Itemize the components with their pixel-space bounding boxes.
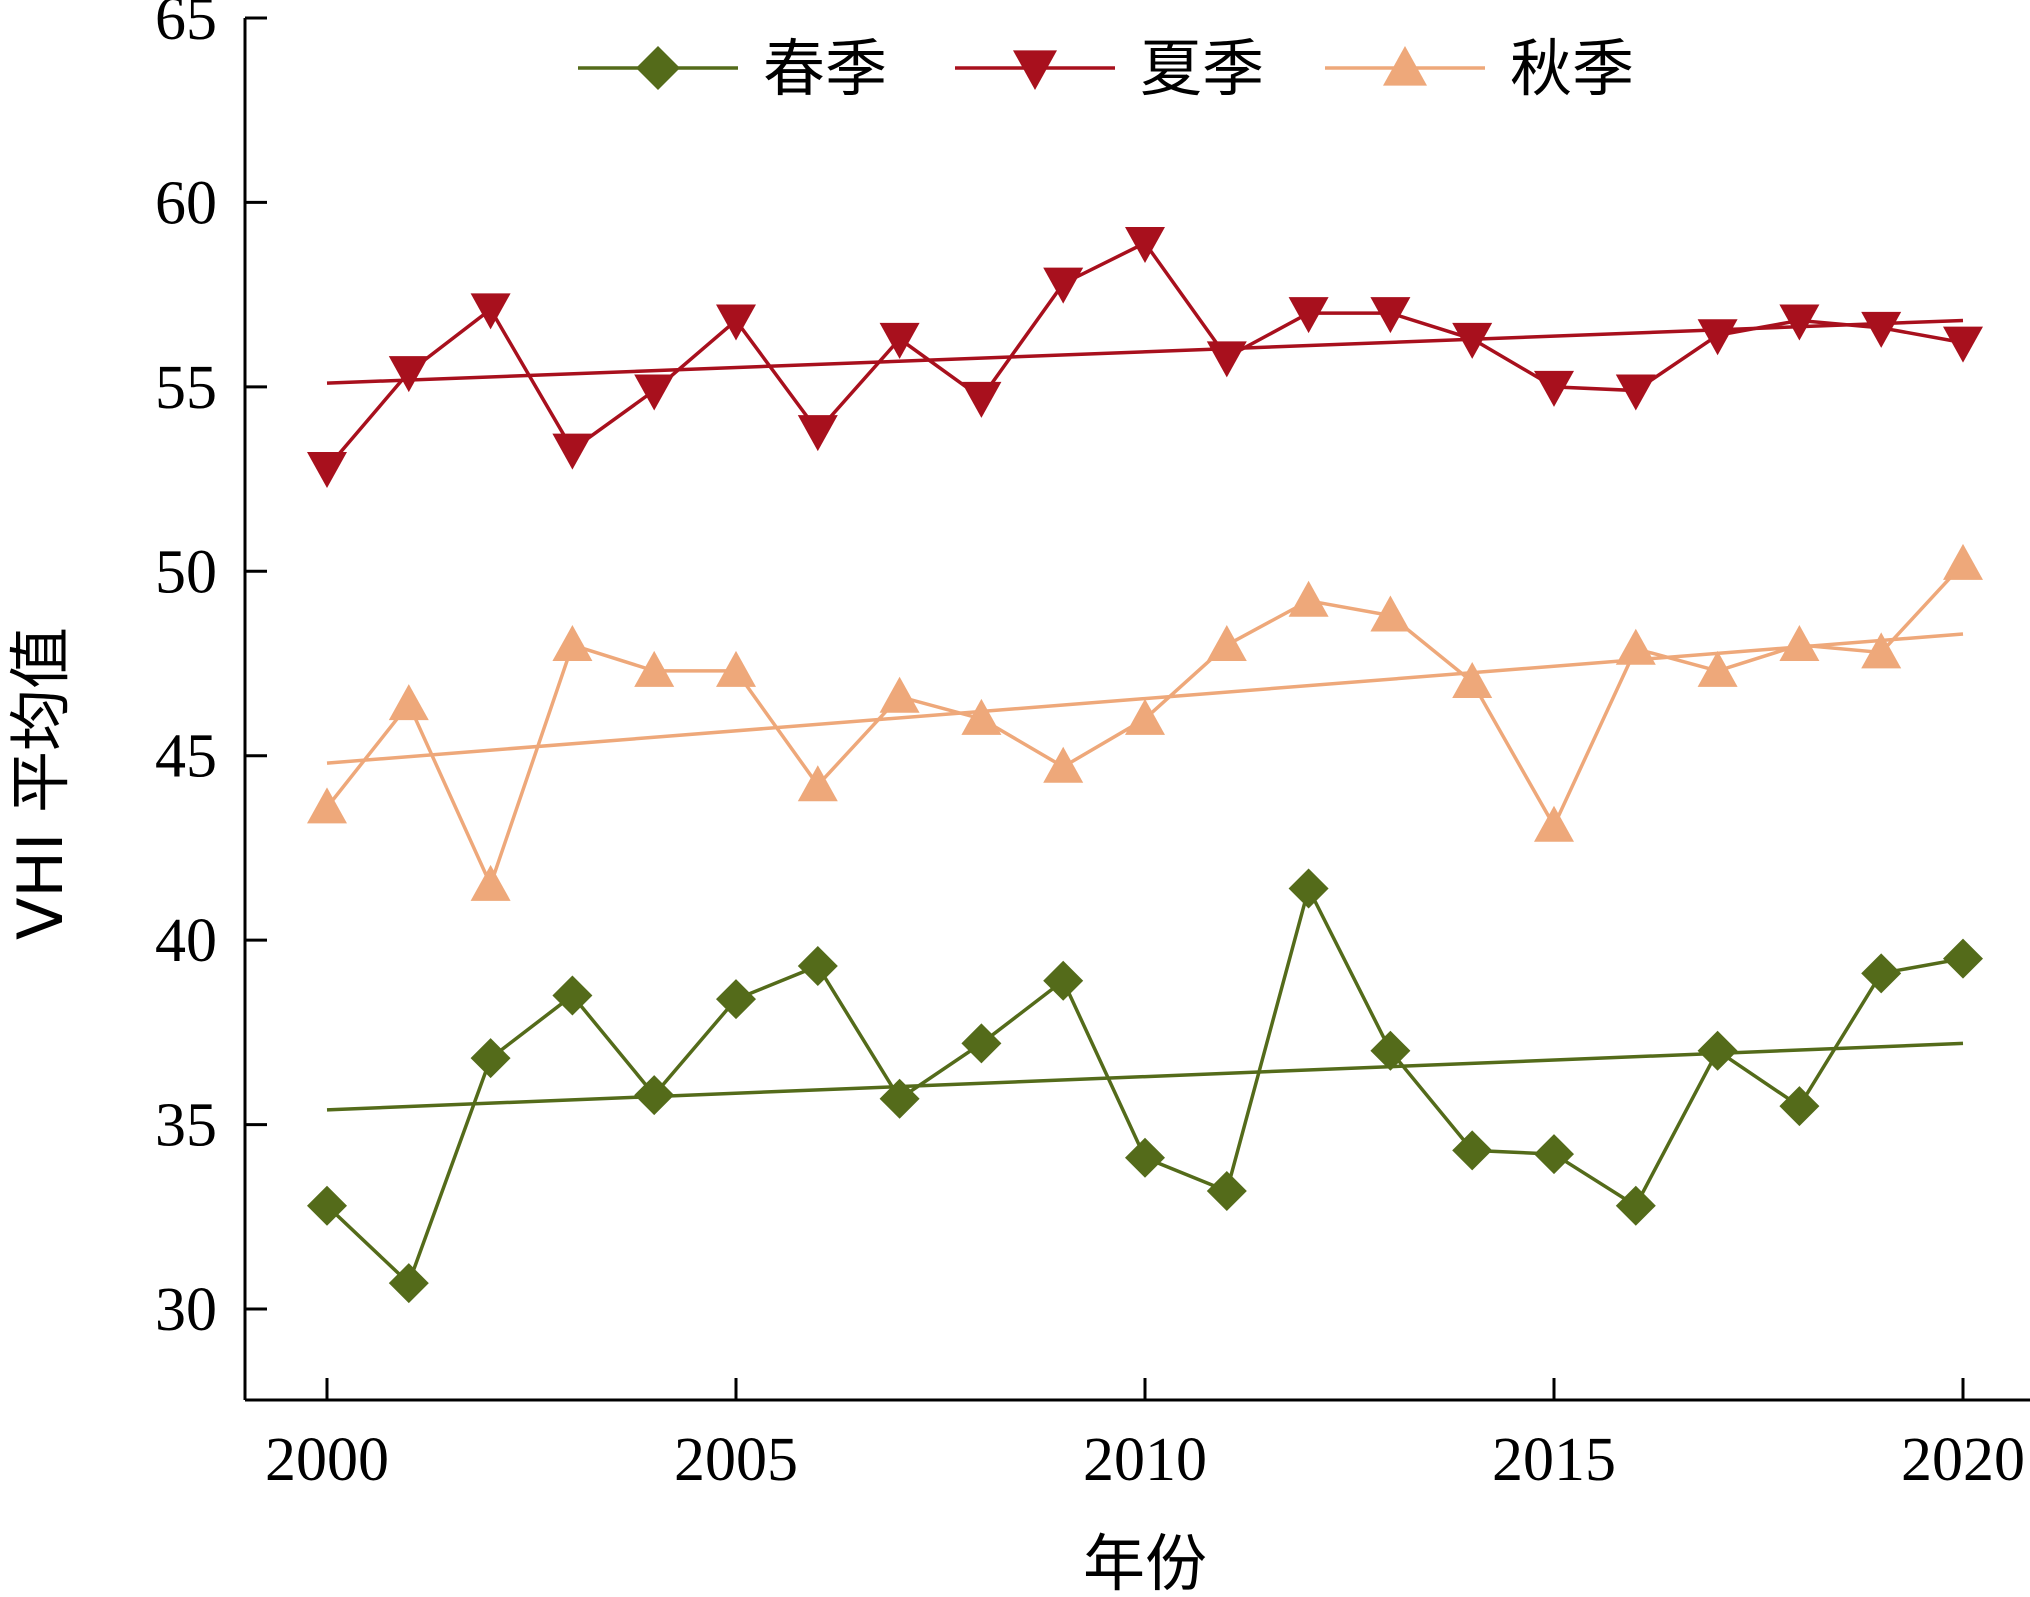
legend-marker-2 — [1383, 46, 1427, 86]
x-tick-label-2015: 2015 — [1492, 1426, 1616, 1494]
data-point-1-2002 — [470, 293, 511, 330]
data-point-0-2020 — [1943, 938, 1983, 979]
trend-line-1 — [326, 318, 1964, 385]
data-point-2-2002 — [470, 864, 511, 901]
y-axis-ticks: 30 35 40 45 50 55 60 65 — [155, 0, 267, 1344]
data-point-2-2012 — [1288, 580, 1329, 617]
series-markers — [307, 227, 1983, 1304]
data-point-1-2017 — [1697, 319, 1738, 356]
data-point-1-2009 — [1043, 267, 1084, 304]
legend-marker-0 — [636, 46, 680, 90]
y-axis-title: VHI 平均值 — [4, 627, 77, 940]
data-point-0-2002 — [470, 1038, 511, 1079]
data-point-2-2010 — [1125, 698, 1165, 735]
y-tick-label-65: 65 — [155, 0, 217, 53]
data-point-1-2003 — [552, 433, 593, 470]
y-tick-label-60: 60 — [155, 169, 217, 237]
data-point-2-2013 — [1370, 595, 1411, 632]
data-point-2-2019 — [1861, 632, 1902, 669]
data-point-0-2015 — [1534, 1134, 1574, 1175]
series-line-0 — [325, 883, 1964, 1287]
data-point-1-2015 — [1534, 370, 1574, 407]
y-tick-label-40: 40 — [155, 907, 217, 975]
data-point-2-2006 — [797, 765, 838, 802]
data-point-0-2006 — [797, 945, 838, 986]
data-point-0-2017 — [1697, 1030, 1738, 1071]
y-tick-label-30: 30 — [155, 1276, 217, 1344]
data-point-2-2011 — [1206, 625, 1247, 662]
data-point-1-2007 — [879, 322, 920, 359]
data-point-1-2012 — [1288, 297, 1329, 334]
data-point-1-2001 — [388, 356, 429, 393]
legend: 春季 夏季 秋季 — [578, 32, 1634, 105]
data-point-2-2020 — [1943, 543, 1983, 580]
data-point-0-2000 — [307, 1185, 347, 1226]
data-point-0-2018 — [1779, 1086, 1820, 1127]
data-point-0-2012 — [1288, 868, 1329, 909]
data-point-0-2008 — [961, 1023, 1002, 1064]
y-tick-label-45: 45 — [155, 723, 217, 791]
data-point-0-2011 — [1206, 1170, 1247, 1211]
data-point-2-2015 — [1534, 805, 1574, 842]
data-point-1-2011 — [1206, 341, 1247, 378]
x-axis-title: 年份 — [1083, 1527, 1207, 1597]
trend-lines — [326, 318, 1964, 1112]
data-point-2-2003 — [552, 625, 593, 662]
x-tick-label-2000: 2000 — [265, 1426, 389, 1494]
data-point-2-2018 — [1779, 625, 1820, 662]
trend-line-0 — [326, 1041, 1964, 1112]
data-point-1-2005 — [716, 304, 756, 341]
data-point-1-2019 — [1861, 311, 1902, 348]
y-tick-label-50: 50 — [155, 538, 217, 606]
legend-label-1: 夏季 — [1140, 32, 1264, 105]
data-point-2-2016 — [1615, 628, 1656, 665]
data-point-1-2004 — [634, 374, 675, 411]
data-point-1-2013 — [1370, 297, 1411, 334]
x-tick-label-2005: 2005 — [674, 1426, 798, 1494]
data-point-2-2005 — [716, 650, 756, 687]
data-point-0-2013 — [1370, 1030, 1411, 1071]
legend-label-0: 春季 — [763, 32, 887, 105]
legend-label-2: 秋季 — [1510, 32, 1634, 105]
x-axis-ticks: 2000 2005 2010 2015 2020 — [265, 1378, 2025, 1494]
data-point-0-2005 — [716, 979, 756, 1020]
data-point-0-2019 — [1861, 953, 1902, 994]
data-point-2-2014 — [1452, 661, 1493, 698]
data-point-1-2008 — [961, 381, 1002, 418]
y-tick-label-55: 55 — [155, 354, 217, 422]
data-point-0-2007 — [879, 1078, 920, 1119]
data-point-2-2007 — [879, 676, 920, 713]
data-point-2-2000 — [307, 787, 347, 824]
data-point-0-2001 — [388, 1263, 429, 1304]
data-point-1-2016 — [1615, 374, 1656, 411]
data-point-1-2014 — [1452, 322, 1493, 359]
data-point-1-2020 — [1943, 326, 1983, 363]
x-tick-label-2010: 2010 — [1083, 1426, 1207, 1494]
data-point-2-2008 — [961, 698, 1002, 735]
axes — [243, 18, 2030, 1402]
data-point-0-2010 — [1125, 1137, 1165, 1178]
data-point-2-2001 — [388, 684, 429, 721]
data-point-0-2009 — [1043, 960, 1084, 1001]
data-point-0-2003 — [552, 975, 593, 1016]
y-tick-label-35: 35 — [155, 1092, 217, 1160]
data-point-2-2004 — [634, 650, 675, 687]
data-point-0-2014 — [1452, 1130, 1493, 1171]
legend-marker-1 — [1013, 50, 1057, 90]
data-point-1-2006 — [797, 415, 838, 452]
data-point-1-2000 — [307, 452, 347, 489]
data-point-1-2010 — [1125, 227, 1165, 264]
x-tick-label-2020: 2020 — [1901, 1426, 2025, 1494]
data-point-2-2017 — [1697, 650, 1738, 687]
data-point-0-2004 — [634, 1075, 675, 1116]
data-point-2-2009 — [1043, 746, 1084, 783]
data-point-1-2018 — [1779, 304, 1820, 341]
trend-line-2 — [326, 632, 1964, 765]
series-lines — [325, 240, 1965, 1287]
data-point-0-2016 — [1615, 1185, 1656, 1226]
